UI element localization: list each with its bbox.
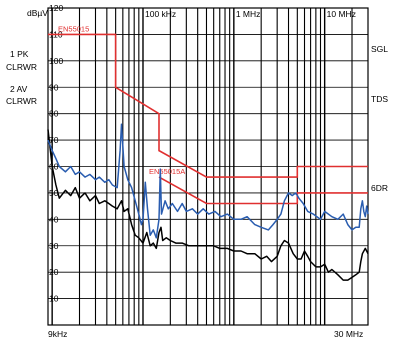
y-unit-label: dBµV: [27, 8, 48, 18]
limit-line: [158, 176, 368, 205]
tds-label: TDS: [371, 94, 388, 104]
display-range-label: 6DR: [371, 183, 388, 193]
x-tick-label: 1 MHz: [236, 9, 261, 19]
traces: [47, 123, 369, 281]
trace-line: [47, 129, 369, 281]
y-tick-label: 10: [49, 294, 59, 304]
y-tick-label: 20: [49, 267, 59, 277]
x-end-label: 30 MHz: [334, 329, 363, 339]
limit-line-label: EN55015A: [149, 167, 185, 176]
y-tick-label: 70: [49, 135, 59, 145]
y-tick-label: 100: [49, 56, 63, 66]
y-tick-label: 120: [49, 3, 63, 13]
x-tick-labels: 100 kHz 1 MHz 10 MHz: [145, 9, 356, 19]
y-tick-label: 40: [49, 214, 59, 224]
y-tick-label: 30: [49, 241, 59, 251]
limit-line: [48, 33, 368, 178]
trace1-mode-label: CLRWR: [6, 62, 37, 72]
limit-lines: EN55015 EN55015A: [48, 24, 368, 205]
trace1-detector-label: 1 PK: [10, 49, 29, 59]
trace2-mode-label: CLRWR: [6, 96, 37, 106]
y-tick-label: 50: [49, 188, 59, 198]
limit-line-label: EN55015: [58, 24, 89, 33]
sweep-mode-label: SGL: [371, 44, 388, 54]
x-start-label: 9kHz: [48, 329, 67, 339]
y-tick-label: 90: [49, 82, 59, 92]
x-tick-label: 100 kHz: [145, 9, 176, 19]
y-tick-label: 60: [49, 162, 59, 172]
trace-line: [47, 123, 369, 239]
y-tick-label: 80: [49, 109, 59, 119]
trace2-detector-label: 2 AV: [10, 84, 28, 94]
x-tick-label: 10 MHz: [327, 9, 356, 19]
